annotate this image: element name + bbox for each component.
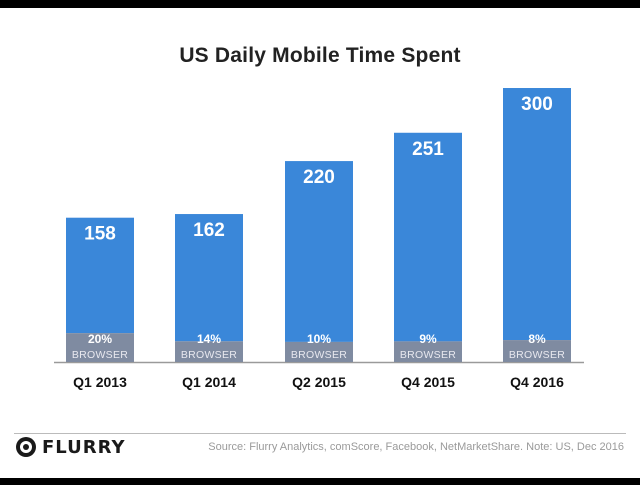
- browser-share-label: 8%: [528, 332, 546, 346]
- x-tick-label: Q1 2014: [182, 374, 236, 390]
- footer-divider: [14, 433, 626, 434]
- source-note: Source: Flurry Analytics, comScore, Face…: [208, 441, 624, 453]
- bar-value-label: 162: [193, 220, 225, 241]
- chart-title: US Daily Mobile Time Spent: [179, 44, 461, 67]
- flurry-logo-icon: [16, 437, 36, 457]
- bar-browser-segment: [175, 341, 243, 362]
- bar-browser-segment: [66, 333, 134, 362]
- x-tick-label: Q2 2015: [292, 374, 346, 390]
- bar-value-label: 158: [84, 224, 116, 245]
- flurry-logo: FLURRY: [16, 436, 126, 458]
- bar-app-segment: [175, 214, 243, 342]
- bar-app-segment: [285, 161, 353, 342]
- bar-value-label: 251: [412, 139, 444, 160]
- browser-share-label: 9%: [419, 332, 437, 346]
- bar-browser-segment: [285, 341, 353, 362]
- browser-segment-label: BROWSER: [509, 349, 565, 361]
- browser-share-label: 10%: [307, 332, 331, 346]
- bar-browser-segment: [503, 340, 571, 362]
- x-tick-label: Q4 2015: [401, 374, 455, 390]
- browser-segment-label: BROWSER: [291, 349, 347, 361]
- browser-segment-label: BROWSER: [72, 349, 128, 361]
- logo-text: FLURRY: [42, 436, 126, 458]
- browser-share-label: 20%: [88, 332, 112, 346]
- bar-value-label: 220: [303, 167, 335, 188]
- bar-app-segment: [66, 217, 134, 334]
- bar-app-segment: [394, 132, 462, 342]
- bar-app-segment: [503, 88, 571, 341]
- browser-segment-label: BROWSER: [400, 349, 456, 361]
- browser-segment-label: BROWSER: [181, 349, 237, 361]
- bar-browser-segment: [394, 341, 462, 362]
- browser-share-label: 14%: [197, 332, 221, 346]
- x-tick-label: Q4 2016: [510, 374, 564, 390]
- x-tick-label: Q1 2013: [73, 374, 127, 390]
- bar-value-label: 300: [521, 94, 553, 115]
